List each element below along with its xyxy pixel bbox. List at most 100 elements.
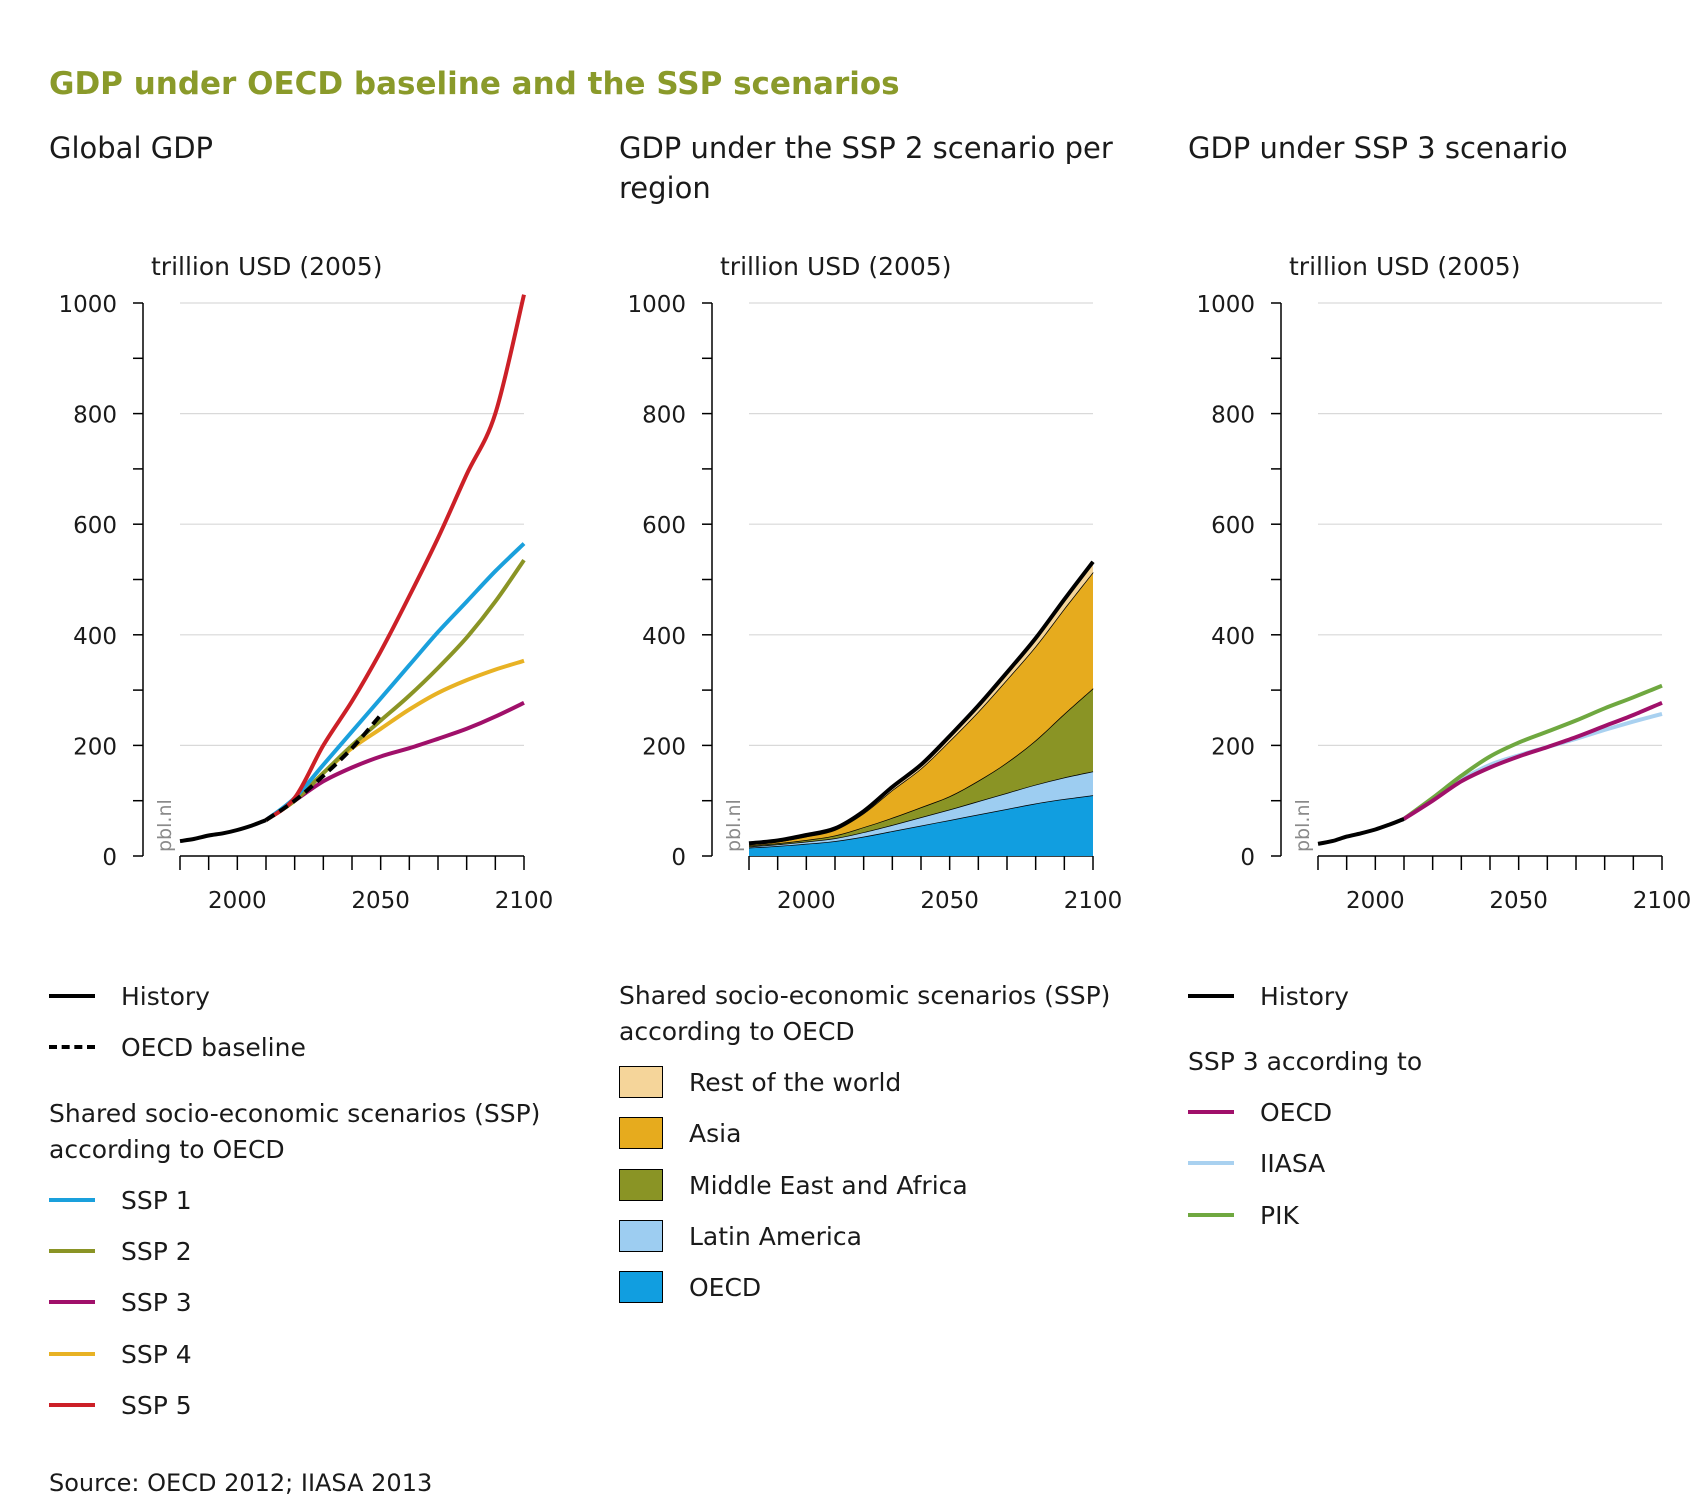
series-panel-3 bbox=[1317, 683, 1663, 846]
legend3-pik: PIK bbox=[1188, 1197, 1299, 1233]
legend3-oecd: OECD bbox=[1188, 1094, 1332, 1130]
legend-label: Rest of the world bbox=[689, 1067, 902, 1097]
series-line-oecd bbox=[1402, 700, 1663, 821]
legend1-ssp2: SSP 2 bbox=[49, 1233, 192, 1269]
y-tick-label: 600 bbox=[642, 513, 686, 539]
y-tick-label: 400 bbox=[1211, 624, 1255, 650]
legend1-ssp1: SSP 1 bbox=[49, 1182, 192, 1218]
legend2-asia: Asia bbox=[619, 1115, 741, 1151]
legend1-ssp3: SSP 3 bbox=[49, 1284, 192, 1320]
legend-swatch-history bbox=[1188, 994, 1234, 998]
y-tick-label: 1000 bbox=[58, 292, 117, 318]
series-line-history bbox=[179, 818, 267, 844]
legend-swatch-mea bbox=[619, 1169, 663, 1201]
y-axis-label: trillion USD (2005) bbox=[1289, 252, 1520, 281]
source-note: Source: OECD 2012; IIASA 2013 bbox=[49, 1469, 433, 1497]
y-tick-label: 400 bbox=[73, 624, 117, 650]
x-tick-label: 2100 bbox=[1633, 888, 1692, 914]
x-tick-label: 2050 bbox=[1489, 888, 1548, 914]
x-tick-label: 2100 bbox=[1064, 888, 1123, 914]
series-line-total bbox=[748, 560, 1095, 846]
area-middle-east-and-africa bbox=[749, 688, 1093, 847]
legend-label: SSP 1 bbox=[121, 1185, 192, 1215]
legend-swatch-asia bbox=[619, 1117, 663, 1149]
legend-swatch-ssp5 bbox=[49, 1403, 95, 1407]
axes-panel-3: 0 200 400 600 800 1000 2000 2050 2100 trillion US… bbox=[1196, 252, 1691, 914]
y-tick-label: 1000 bbox=[627, 292, 686, 318]
area-asia bbox=[749, 572, 1093, 846]
legend1-history: History bbox=[49, 978, 210, 1014]
legend-swatch-ssp4 bbox=[49, 1352, 95, 1356]
y-tick-label: 200 bbox=[642, 734, 686, 760]
legend3-iiasa: IIASA bbox=[1188, 1145, 1325, 1181]
legend-swatch-ssp2 bbox=[49, 1249, 95, 1253]
y-tick-label: 0 bbox=[671, 845, 686, 871]
y-tick-label: 0 bbox=[1240, 845, 1255, 871]
y-tick-label: 400 bbox=[642, 624, 686, 650]
legend3-history: History bbox=[1188, 978, 1349, 1014]
series-line-oecd-baseline bbox=[264, 713, 383, 822]
y-tick-label: 800 bbox=[73, 403, 117, 429]
legend-swatch-ssp3 bbox=[49, 1300, 95, 1304]
legend1-heading: Shared socio-economic scenarios (SSP) ac… bbox=[49, 1099, 541, 1164]
series-panel-1 bbox=[179, 294, 526, 844]
legend-label: Middle East and Africa bbox=[689, 1170, 968, 1200]
legend2-oecd: OECD bbox=[619, 1269, 761, 1305]
y-tick-label: 800 bbox=[1211, 403, 1255, 429]
legend2-heading: Shared socio-economic scenarios (SSP) ac… bbox=[619, 981, 1111, 1046]
legend-swatch-ssp1 bbox=[49, 1198, 95, 1202]
legend-label: SSP 2 bbox=[121, 1236, 192, 1266]
series-line-ssp-5 bbox=[264, 294, 526, 822]
y-tick-label: 800 bbox=[642, 403, 686, 429]
legend-swatch-oecd bbox=[1188, 1110, 1234, 1114]
legend-label: IIASA bbox=[1260, 1148, 1326, 1178]
x-tick-label: 2100 bbox=[495, 888, 554, 914]
legend-label: Asia bbox=[689, 1118, 742, 1148]
main-title: GDP under OECD baseline and the SSP scen… bbox=[49, 66, 900, 102]
legend-label: SSP 3 bbox=[121, 1287, 192, 1317]
legend-label: PIK bbox=[1260, 1200, 1299, 1230]
x-tick-label: 2050 bbox=[920, 888, 979, 914]
legend-label: SSP 5 bbox=[121, 1390, 192, 1420]
x-tick-label: 2000 bbox=[777, 888, 836, 914]
y-tick-label: 600 bbox=[1211, 513, 1255, 539]
legend-swatch-oecd bbox=[619, 1271, 663, 1303]
legend-label: OECD bbox=[689, 1272, 762, 1302]
legend3-heading: SSP 3 according to bbox=[1188, 1047, 1423, 1076]
legend-label: History bbox=[1260, 981, 1349, 1011]
panel2-title: GDP under the SSP 2 scenario per region bbox=[619, 131, 1113, 205]
legend1-ssp5: SSP 5 bbox=[49, 1387, 192, 1423]
series-line-ssp-1 bbox=[264, 542, 526, 822]
legend2-latam: Latin America bbox=[619, 1218, 862, 1254]
series-line-pik bbox=[1402, 683, 1663, 821]
x-tick-label: 2000 bbox=[1346, 888, 1405, 914]
legend-label: SSP 4 bbox=[121, 1339, 192, 1369]
series-line-iiasa bbox=[1402, 711, 1663, 821]
watermark: pbl.nl bbox=[1292, 799, 1314, 852]
watermark: pbl.nl bbox=[723, 799, 745, 852]
legend2-mea: Middle East and Africa bbox=[619, 1167, 968, 1203]
legend-swatch-rest-of-world bbox=[619, 1066, 663, 1098]
legend-swatch-pik bbox=[1188, 1213, 1234, 1217]
y-axis-label: trillion USD (2005) bbox=[720, 252, 951, 281]
legend1-ssp4: SSP 4 bbox=[49, 1336, 192, 1372]
legend-swatch-baseline bbox=[49, 1045, 95, 1049]
y-tick-label: 0 bbox=[102, 845, 117, 871]
legend-swatch-iiasa bbox=[1188, 1161, 1234, 1165]
axes-panel-2: 0 200 400 600 800 1000 2000 2050 2100 trillion US… bbox=[627, 252, 1122, 914]
legend-label: History bbox=[121, 981, 210, 1011]
legend-label: Latin America bbox=[689, 1221, 862, 1251]
legend-label: OECD bbox=[1260, 1097, 1333, 1127]
legend-swatch-latam bbox=[619, 1220, 663, 1252]
x-tick-label: 2050 bbox=[351, 888, 410, 914]
legend-swatch-history bbox=[49, 994, 95, 998]
legend-label: OECD baseline bbox=[121, 1032, 306, 1062]
legend2-rest-of-world: Rest of the world bbox=[619, 1064, 901, 1100]
legend1-baseline: OECD baseline bbox=[49, 1029, 306, 1065]
watermark: pbl.nl bbox=[154, 799, 176, 852]
series-line-history bbox=[1317, 817, 1405, 846]
axes-panel-1: 0 200 400 600 800 1000 2000 2050 2100 trillion US… bbox=[58, 252, 553, 914]
y-tick-label: 200 bbox=[1211, 734, 1255, 760]
y-tick-label: 600 bbox=[73, 513, 117, 539]
